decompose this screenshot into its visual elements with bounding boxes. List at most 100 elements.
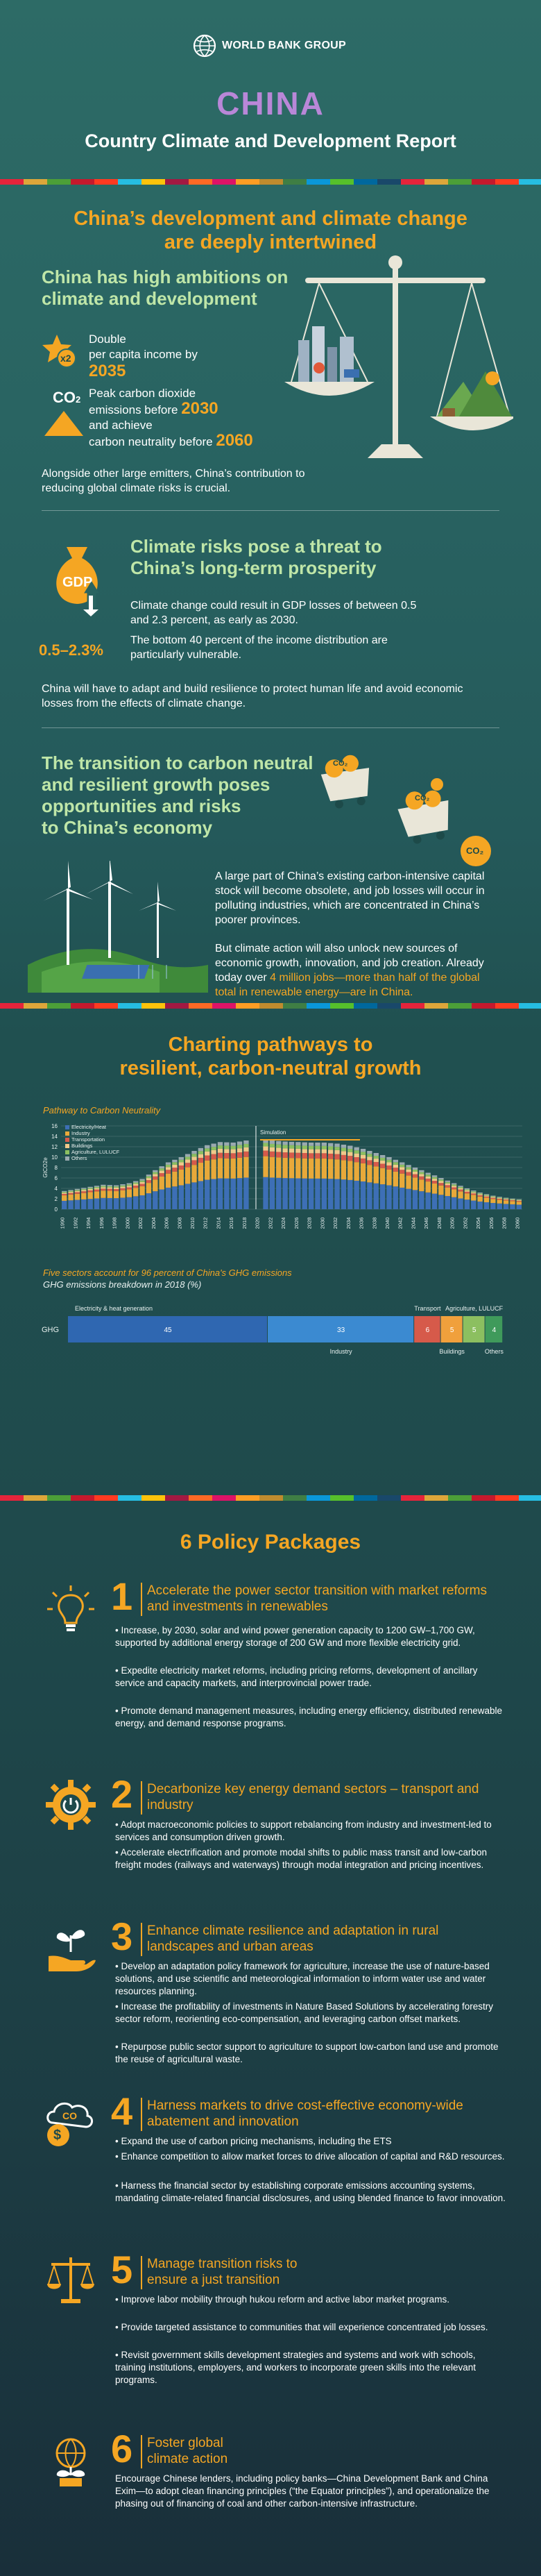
bar-segment-2021-agriculture-lulucf <box>263 1143 268 1147</box>
bar-segment-2043-others <box>406 1165 411 1168</box>
bar-segment-1995-electricity-heat <box>94 1198 100 1209</box>
pathway-chart-title: Pathway to Carbon Neutrality <box>43 1105 161 1116</box>
legend-swatch <box>65 1125 69 1129</box>
bar-segment-2023-industry <box>276 1157 282 1178</box>
bar-segment-1999-agriculture-lulucf <box>120 1185 126 1187</box>
bar-segment-2038-electricity-heat <box>373 1183 379 1209</box>
dollar-icon: $ <box>53 2128 62 2143</box>
bar-segment-2029-buildings <box>315 1149 320 1154</box>
cart-co2-label-3: CO₂ <box>466 845 484 856</box>
bar-segment-2000-others <box>126 1183 132 1185</box>
bar-segment-2002-others <box>139 1179 145 1181</box>
bar-segment-2037-buildings <box>367 1156 372 1161</box>
bar-segment-2012-buildings <box>205 1151 210 1156</box>
bar-segment-1991-agriculture-lulucf <box>68 1190 74 1193</box>
bar-segment-1999-transportation <box>120 1188 126 1190</box>
sector-name-1: Electricity & heat generation <box>75 1305 153 1312</box>
bar-segment-2035-transportation <box>354 1157 359 1163</box>
bar-segment-2040-agriculture-lulucf <box>386 1159 392 1163</box>
transition-title-line3: opportunities and risks <box>42 795 241 816</box>
bar-segment-2022-others <box>269 1140 275 1144</box>
income-year: 2035 <box>89 362 126 380</box>
x-tick-label: 2054 <box>475 1218 481 1229</box>
bar-segment-1993-agriculture-lulucf <box>81 1188 87 1190</box>
package-1-item-3: • Promote demand management measures, in… <box>115 1706 503 1728</box>
x-tick-label: 2018 <box>241 1218 248 1229</box>
bar-segment-2033-agriculture-lulucf <box>341 1147 347 1152</box>
bar-segment-2032-buildings <box>334 1150 340 1154</box>
bar-segment-2058-others <box>503 1197 509 1199</box>
bar-segment-2060-transportation <box>516 1201 522 1202</box>
emissions-line3: and achieve <box>89 419 153 432</box>
bar-segment-2048-others <box>438 1178 444 1180</box>
bar-segment-2043-agriculture-lulucf <box>406 1167 411 1170</box>
bar-segment-2025-buildings <box>289 1148 295 1153</box>
bar-segment-2033-buildings <box>341 1151 347 1155</box>
transition-title-line2: and resilient growth poses <box>42 774 270 795</box>
bar-segment-2017-electricity-heat <box>237 1178 243 1209</box>
bar-segment-2048-industry <box>438 1185 444 1195</box>
bar-segment-2047-others <box>431 1175 438 1177</box>
bar-segment-2011-others <box>198 1147 204 1152</box>
bar-segment-2001-buildings <box>133 1184 139 1186</box>
x-tick-label: 2014 <box>215 1218 221 1229</box>
bar-segment-2046-others <box>425 1172 431 1175</box>
package-2-number: 2 <box>111 1772 133 1816</box>
bar-segment-2008-industry <box>178 1170 184 1186</box>
bar-segment-2028-buildings <box>308 1149 314 1154</box>
bar-segment-1994-others <box>87 1186 93 1188</box>
bar-segment-2003-buildings <box>146 1178 152 1181</box>
globe-plant-icon <box>43 2434 98 2489</box>
package-4-bar <box>141 2098 142 2131</box>
sector-name-4: Buildings <box>439 1348 465 1355</box>
bar-segment-2052-electricity-heat <box>464 1199 470 1209</box>
bar-segment-2060-others <box>516 1199 522 1200</box>
bar-segment-2048-transportation <box>438 1183 444 1186</box>
bar-segment-2025-electricity-heat <box>289 1178 295 1209</box>
sdg-stripe-mid <box>0 1003 541 1009</box>
bar-segment-2038-agriculture-lulucf <box>373 1156 379 1159</box>
ambitions-title: China has high ambitions on climate and … <box>42 267 305 310</box>
bar-segment-2018-industry <box>243 1156 249 1178</box>
bar-segment-2030-transportation <box>321 1153 327 1159</box>
bar-segment-2032-transportation <box>334 1154 340 1160</box>
bar-segment-1993-transportation <box>81 1191 87 1193</box>
transition-p2-highlight: 4 million jobs—more than half of the glo… <box>215 972 480 998</box>
y-tick-label: 10 <box>51 1154 58 1161</box>
cart-co2-label-2: CO₂ <box>415 794 430 802</box>
bar-segment-2025-others <box>289 1141 295 1145</box>
bar-segment-1992-industry <box>74 1193 80 1200</box>
y-tick-label: 16 <box>51 1123 58 1129</box>
bar-segment-2047-buildings <box>431 1179 438 1181</box>
x-tick-label: 1998 <box>112 1218 118 1229</box>
bar-segment-1997-agriculture-lulucf <box>107 1186 112 1188</box>
bar-segment-2008-others <box>178 1157 184 1160</box>
y-axis-label: GtCO2e <box>42 1157 49 1178</box>
bar-segment-2043-buildings <box>406 1169 411 1172</box>
emissions-line1: Peak carbon dioxide <box>89 387 196 400</box>
bar-segment-2038-transportation <box>373 1161 379 1167</box>
bar-segment-2014-electricity-heat <box>217 1178 223 1209</box>
bar-segment-2047-agriculture-lulucf <box>431 1177 438 1179</box>
bar-segment-2040-buildings <box>386 1162 392 1165</box>
package-1-bar <box>141 1583 142 1616</box>
sector-name-3: Transport <box>414 1305 441 1312</box>
bar-segment-2016-electricity-heat <box>230 1178 236 1209</box>
simulation-label: Simulation <box>260 1129 286 1136</box>
package-6-bar <box>141 2435 142 2468</box>
bar-segment-2002-transportation <box>139 1184 145 1186</box>
bar-segment-2050-industry <box>451 1189 457 1197</box>
bar-segment-2031-industry <box>328 1159 334 1179</box>
bar-segment-2041-industry <box>393 1171 399 1187</box>
bar-segment-2028-agriculture-lulucf <box>308 1145 314 1150</box>
bar-segment-2006-electricity-heat <box>165 1187 171 1209</box>
bar-segment-2060-industry <box>516 1202 522 1205</box>
bar-segment-2005-electricity-heat <box>159 1189 164 1209</box>
bar-segment-2016-others <box>230 1143 236 1146</box>
bar-segment-2009-others <box>184 1154 191 1157</box>
bar-segment-2022-buildings <box>269 1147 275 1152</box>
bar-segment-2012-transportation <box>205 1155 210 1161</box>
package-3-item-1: • Develop an adaptation policy framework… <box>115 1961 490 1996</box>
bar-segment-2035-industry <box>354 1162 359 1181</box>
hand-plant-icon <box>43 1921 98 1977</box>
